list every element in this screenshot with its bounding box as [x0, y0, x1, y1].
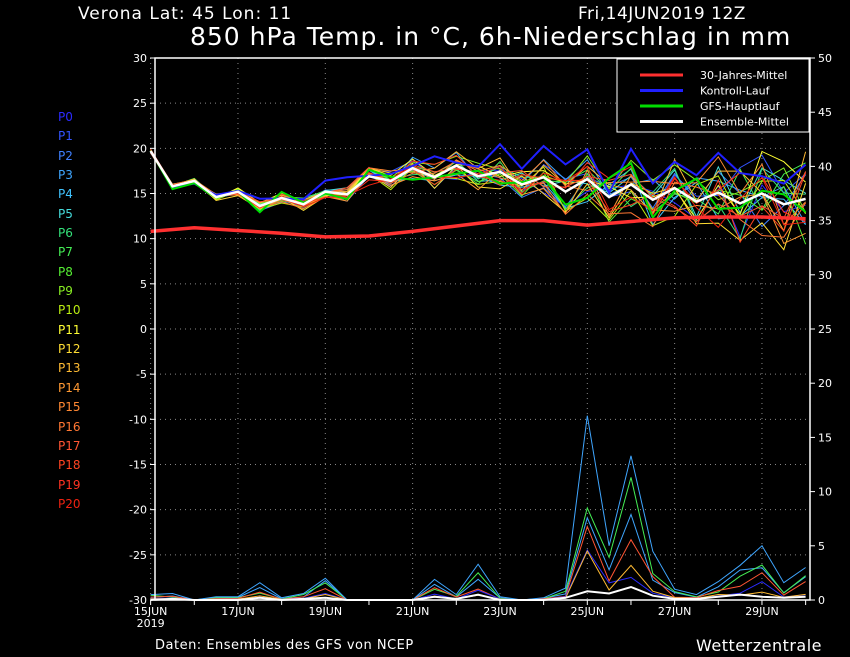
- control-run-line: [149, 142, 807, 201]
- member-label: P3: [58, 168, 73, 183]
- x-tick-label: 25JUN: [571, 605, 605, 618]
- right-tick-label: 40: [818, 160, 832, 173]
- precip-max-line: [150, 415, 806, 601]
- left-tick-label: -30: [129, 594, 147, 607]
- member-label: P18: [58, 458, 81, 473]
- left-tick-label: -15: [129, 459, 147, 472]
- left-tick-label: 5: [140, 278, 147, 291]
- left-tick-label: 15: [133, 188, 147, 201]
- right-tick-label: 0: [818, 594, 825, 607]
- brand-label: Wetterzentrale: [696, 636, 823, 655]
- member-line: [150, 150, 806, 226]
- left-tick-label: 25: [133, 97, 147, 110]
- grid-lines: [150, 58, 810, 600]
- right-tick-label: 10: [818, 486, 832, 499]
- right-tick-label: 15: [818, 431, 832, 444]
- precipitation-series: [150, 415, 806, 602]
- member-label: P15: [58, 400, 81, 415]
- location-label: Verona Lat: 45 Lon: 11: [78, 4, 293, 24]
- member-label: P7: [58, 245, 73, 260]
- x-tick-label: 19JUN: [309, 605, 343, 618]
- member-label: P10: [58, 303, 81, 318]
- climate-mean-line: [150, 215, 806, 239]
- member-label: P14: [58, 380, 81, 395]
- precip-member-line: [150, 513, 806, 601]
- ensemble-member-list: P0 P1 P2 P3 P4 P5 P6 P7 P8 P9 P10 P11 P12 P13 P14 P15 P1…: [58, 108, 118, 514]
- right-tick-label: 25: [818, 323, 832, 336]
- member-label: P8: [58, 264, 73, 279]
- left-tick-label: 30: [133, 52, 147, 65]
- x-tick-label: 27JUN: [658, 605, 692, 618]
- chart-title: 850 hPa Temp. in °C, 6h-Niederschlag in …: [190, 22, 792, 51]
- x-year-label: 2019: [137, 617, 165, 630]
- member-label: P12: [58, 342, 81, 357]
- member-line: [150, 152, 806, 215]
- left-tick-label: -20: [129, 504, 147, 517]
- member-label: P19: [58, 477, 81, 492]
- right-tick-label: 35: [818, 215, 832, 228]
- legend: 30-Jahres-Mittel Kontroll-Lauf GFS-Hauptla…: [616, 58, 810, 133]
- run-date-label: Fri,14JUN2019 12Z: [578, 4, 746, 24]
- right-tick-label: 20: [818, 377, 832, 390]
- member-label: P20: [58, 496, 81, 511]
- right-tick-label: 45: [818, 106, 832, 119]
- left-tick-label: -25: [129, 549, 147, 562]
- left-tick-label: 10: [133, 233, 147, 246]
- left-tick-label: 20: [133, 142, 147, 155]
- x-tick-label: 17JUN: [221, 605, 255, 618]
- main-series: [149, 142, 807, 239]
- member-label: P16: [58, 419, 81, 434]
- legend-label: GFS-Hauptlauf: [700, 100, 781, 113]
- data-source-label: Daten: Ensembles des GFS von NCEP: [155, 638, 414, 653]
- x-tick-label: 15JUN: [134, 605, 168, 618]
- left-tick-label: 0: [140, 323, 147, 336]
- member-label: P0: [58, 110, 73, 124]
- member-label: P1: [58, 129, 73, 144]
- member-label: P5: [58, 206, 73, 221]
- right-tick-label: 5: [818, 540, 825, 553]
- member-label: P4: [58, 187, 73, 202]
- member-line: [150, 150, 807, 227]
- axes: 302520151050-5-10-15-20-25-3050454035302…: [129, 52, 832, 630]
- legend-box: [616, 58, 810, 133]
- x-tick-label: 21JUN: [396, 605, 430, 618]
- right-tick-label: 30: [818, 269, 832, 282]
- precip-mean-line: [150, 585, 806, 602]
- member-line: [150, 149, 807, 228]
- left-tick-label: -5: [136, 368, 147, 381]
- precip-member-line: [150, 477, 806, 601]
- member-label: P17: [58, 438, 81, 453]
- x-tick-label: 29JUN: [745, 605, 779, 618]
- legend-label: Kontroll-Lauf: [700, 85, 771, 98]
- member-label: P9: [58, 284, 73, 299]
- plot-frame: [154, 57, 811, 601]
- member-label: P11: [58, 322, 81, 337]
- left-tick-label: -10: [129, 413, 147, 426]
- right-tick-label: 50: [818, 52, 832, 65]
- member-label: P6: [58, 226, 73, 241]
- member-label: P13: [58, 361, 81, 376]
- x-tick-label: 23JUN: [483, 605, 517, 618]
- precip-member-line: [150, 525, 806, 601]
- ensemble-mean-line: [149, 150, 806, 208]
- legend-label: 30-Jahres-Mittel: [700, 69, 787, 82]
- member-label: P2: [58, 148, 73, 163]
- legend-label: Ensemble-Mittel: [700, 116, 789, 129]
- gfs-main-run-line: [149, 150, 807, 220]
